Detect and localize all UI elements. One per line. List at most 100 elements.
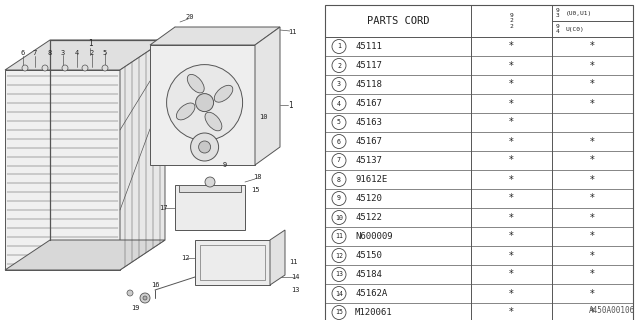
Text: *: * [590,308,595,317]
Text: 45137: 45137 [355,156,382,165]
Text: *: * [509,289,514,299]
Text: *: * [509,174,514,185]
Text: *: * [509,79,514,90]
Text: 45150: 45150 [355,251,382,260]
Text: 45122: 45122 [355,213,382,222]
Text: *: * [590,42,595,52]
Text: 45117: 45117 [355,61,382,70]
Circle shape [196,93,214,112]
Text: *: * [509,231,514,242]
Text: *: * [590,174,595,185]
Text: *: * [509,60,514,70]
Text: 45120: 45120 [355,194,382,203]
Circle shape [332,229,346,244]
Text: 1: 1 [88,39,92,49]
Text: 13: 13 [291,287,300,293]
Circle shape [332,211,346,225]
Text: 45167: 45167 [355,137,382,146]
Text: 11: 11 [289,260,297,266]
Polygon shape [270,230,285,285]
Circle shape [205,177,215,187]
Text: PARTS CORD: PARTS CORD [367,16,429,26]
Text: 4: 4 [337,100,341,107]
Circle shape [42,65,48,71]
Circle shape [332,134,346,148]
Text: 45163: 45163 [355,118,382,127]
Text: 91612E: 91612E [355,175,387,184]
Text: *: * [509,137,514,147]
Text: 8: 8 [48,50,52,56]
Circle shape [332,154,346,167]
Text: 12: 12 [180,255,189,261]
Text: 14: 14 [291,274,300,280]
Polygon shape [255,27,280,165]
Text: 17: 17 [159,204,167,211]
Text: *: * [590,212,595,222]
Text: 15: 15 [335,309,343,316]
Text: *: * [590,194,595,204]
Circle shape [332,97,346,110]
Text: 11: 11 [335,234,343,239]
Text: 10: 10 [335,214,343,220]
Circle shape [332,116,346,130]
Bar [195,240,270,285]
Polygon shape [5,70,120,270]
Text: 8: 8 [337,177,341,182]
Text: *: * [590,289,595,299]
Circle shape [332,77,346,92]
Text: 7: 7 [33,50,37,56]
Circle shape [140,293,150,303]
Text: *: * [509,99,514,108]
Text: *: * [590,99,595,108]
Circle shape [332,191,346,205]
Text: 3: 3 [61,50,65,56]
Text: 18: 18 [253,174,261,180]
Text: U(C0): U(C0) [566,27,585,31]
Bar [325,5,633,320]
Text: 3: 3 [337,82,341,87]
Ellipse shape [214,85,233,102]
Text: 11: 11 [288,29,296,35]
Text: *: * [509,42,514,52]
Text: 13: 13 [335,271,343,277]
Bar [200,245,265,280]
Text: (U0,U1): (U0,U1) [566,11,592,15]
Text: 9
4: 9 4 [556,24,560,34]
Text: 1: 1 [288,100,292,109]
Text: 9
2
2: 9 2 2 [509,13,513,29]
Ellipse shape [205,112,222,131]
Text: *: * [509,308,514,317]
Text: *: * [509,269,514,279]
Circle shape [143,296,147,300]
Polygon shape [5,240,165,270]
Circle shape [332,39,346,53]
Text: *: * [590,79,595,90]
Bar [179,185,241,192]
Circle shape [332,249,346,262]
Circle shape [22,65,28,71]
Polygon shape [5,40,165,70]
Text: 6: 6 [337,139,341,145]
Text: 45111: 45111 [355,42,382,51]
Polygon shape [150,27,280,45]
Circle shape [198,141,211,153]
Polygon shape [120,40,165,270]
Text: 12: 12 [335,252,343,259]
Circle shape [191,133,219,161]
Circle shape [127,290,133,296]
Text: M120061: M120061 [355,308,392,317]
Text: 45167: 45167 [355,99,382,108]
Text: 5: 5 [103,50,107,56]
Text: *: * [509,194,514,204]
Circle shape [166,65,243,140]
Circle shape [332,172,346,187]
Text: 19: 19 [131,305,140,311]
Text: N600009: N600009 [355,232,392,241]
Text: *: * [590,251,595,260]
Circle shape [332,59,346,73]
Text: 15: 15 [251,187,259,193]
Circle shape [82,65,88,71]
Text: 5: 5 [337,119,341,125]
Text: 9: 9 [337,196,341,202]
Text: *: * [590,269,595,279]
